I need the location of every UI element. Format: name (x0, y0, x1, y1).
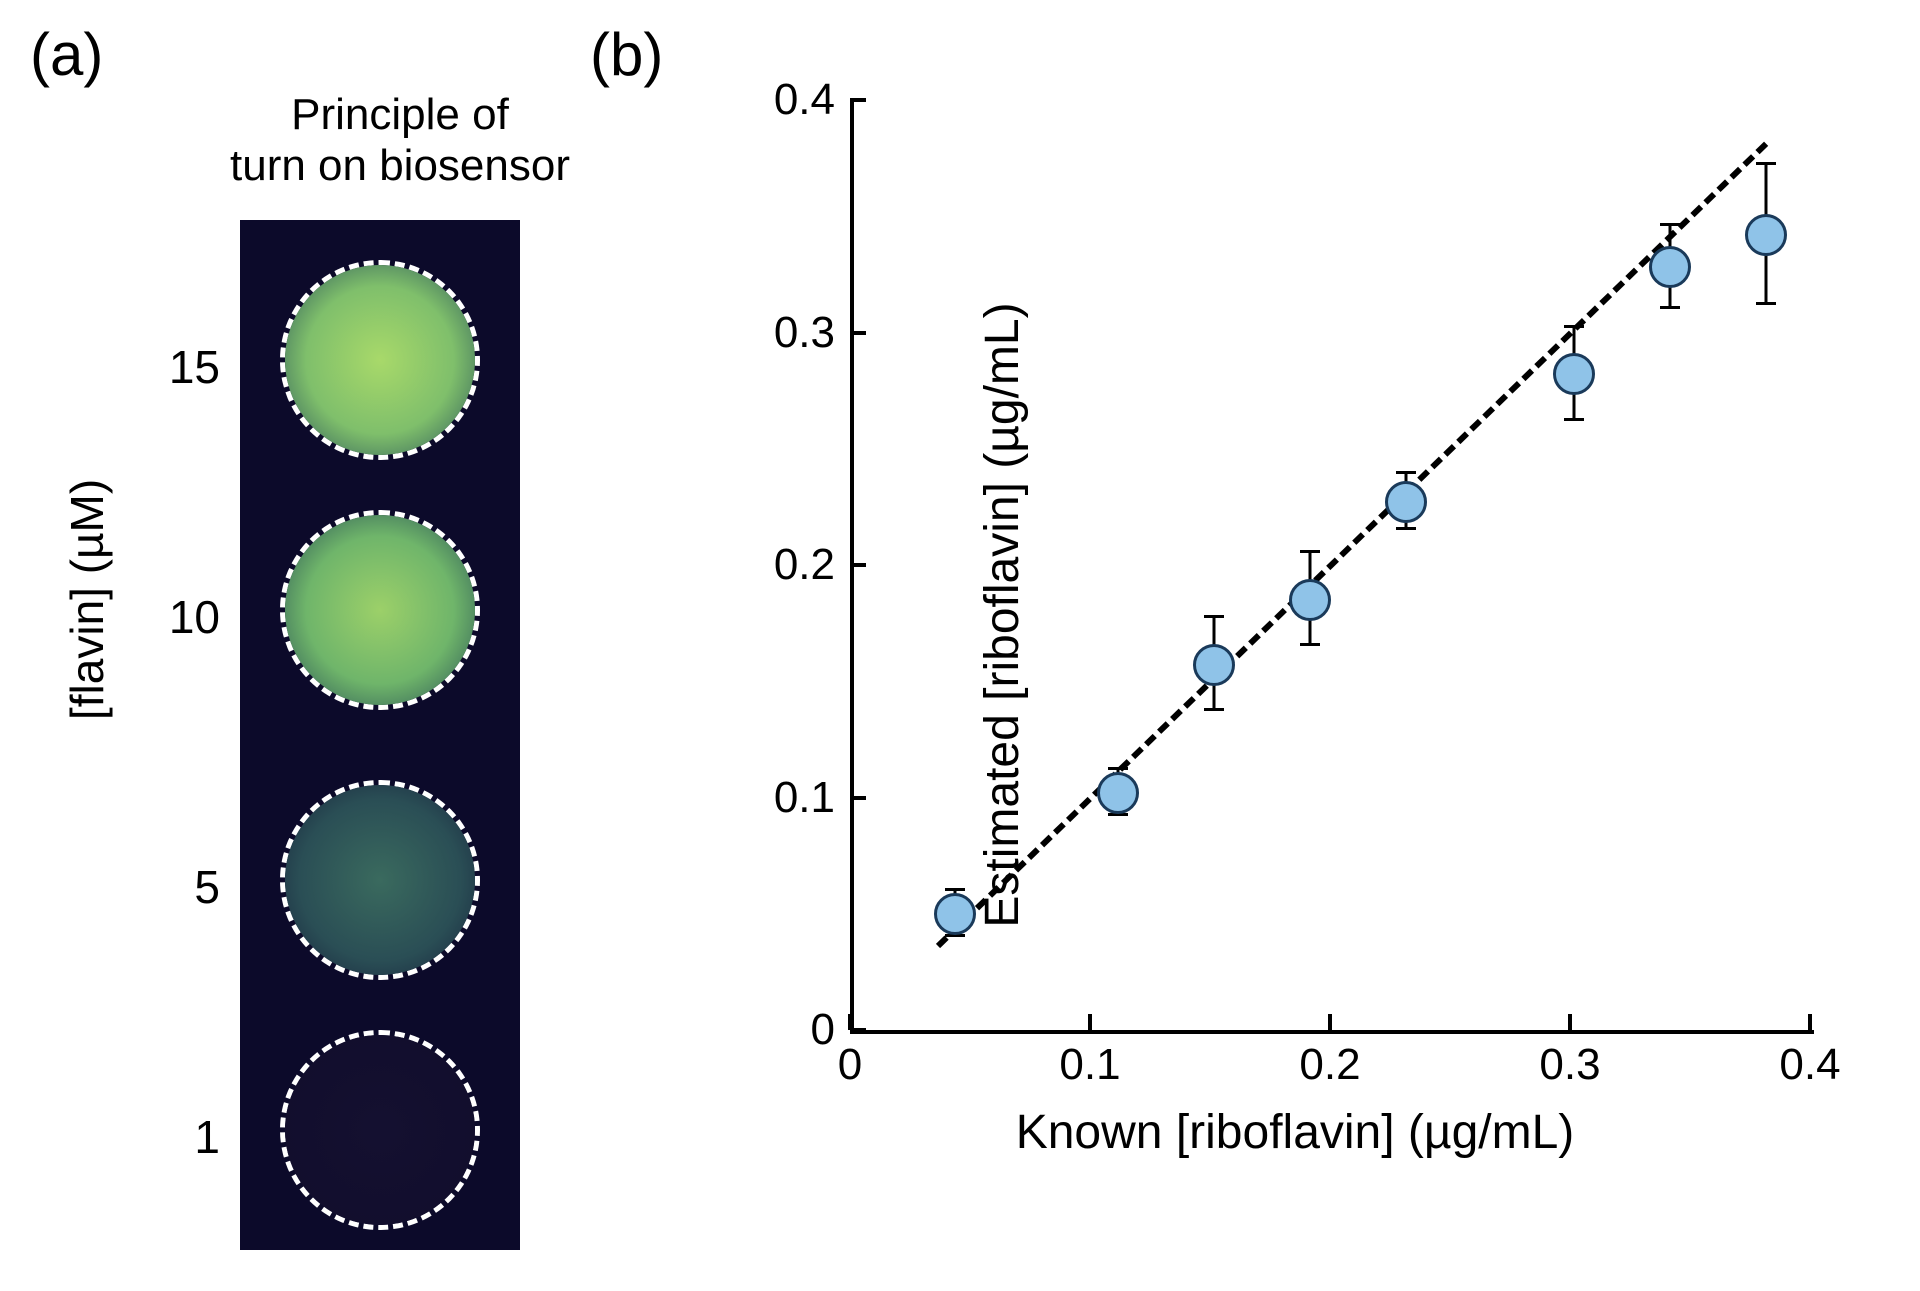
well-fill (285, 1035, 475, 1225)
panel-a-title-line1: Principle of (291, 90, 509, 139)
panel-a-ylabel: [flavin] (µM) (60, 479, 114, 720)
well-fill (285, 515, 475, 705)
xtick-label: 0.2 (1299, 1040, 1360, 1090)
ytick-mark (850, 796, 866, 800)
concentration-label: 5 (160, 860, 220, 914)
data-point (1097, 772, 1139, 814)
ytick-mark (850, 98, 866, 102)
figure-container: (a) Principle of turn on biosensor [flav… (20, 20, 1900, 1271)
xtick-mark (1328, 1014, 1332, 1030)
ytick-mark (850, 1028, 866, 1032)
xtick-label: 0 (838, 1040, 862, 1090)
error-cap (1300, 643, 1320, 646)
panel-a-title: Principle of turn on biosensor (220, 90, 580, 191)
error-cap (1756, 302, 1776, 305)
error-cap (1756, 162, 1776, 165)
concentration-label: 1 (160, 1110, 220, 1164)
xtick-mark (1568, 1014, 1572, 1030)
error-cap (1300, 550, 1320, 553)
biosensor-well (280, 510, 480, 710)
biosensor-well (280, 780, 480, 980)
ytick-label: 0.3 (755, 308, 835, 358)
error-cap (1396, 471, 1416, 474)
plot-area (850, 100, 1814, 1034)
well-fill (285, 265, 475, 455)
ytick-mark (850, 563, 866, 567)
error-cap (1204, 708, 1224, 711)
data-point (1289, 579, 1331, 621)
xtick-label: 0.1 (1059, 1040, 1120, 1090)
panel-a-title-line2: turn on biosensor (230, 141, 570, 190)
data-point (1553, 353, 1595, 395)
panel-a-label: (a) (30, 20, 103, 89)
concentration-label: 15 (160, 340, 220, 394)
error-cap (1204, 615, 1224, 618)
error-cap (1564, 418, 1584, 421)
xtick-mark (1808, 1014, 1812, 1030)
ytick-label: 0.2 (755, 540, 835, 590)
xtick-label: 0.4 (1779, 1040, 1840, 1090)
concentration-label: 10 (160, 590, 220, 644)
biosensor-well (280, 260, 480, 460)
data-point (1193, 644, 1235, 686)
data-point (1649, 246, 1691, 288)
well-fill (285, 785, 475, 975)
ytick-mark (850, 331, 866, 335)
data-point (934, 893, 976, 935)
scatter-chart: Estimated [riboflavin] (µg/mL) 00.10.20.… (750, 100, 1840, 1130)
ytick-label: 0.1 (755, 773, 835, 823)
ytick-label: 0 (755, 1005, 835, 1055)
trendline (936, 141, 1768, 947)
panel-b: (b) Estimated [riboflavin] (µg/mL) 00.10… (590, 20, 1900, 1271)
data-point (1385, 481, 1427, 523)
chart-xlabel: Known [riboflavin] (µg/mL) (750, 1105, 1840, 1160)
error-cap (1396, 527, 1416, 530)
panel-a: (a) Principle of turn on biosensor [flav… (20, 20, 590, 1271)
ytick-label: 0.4 (755, 75, 835, 125)
biosensor-well (280, 1030, 480, 1230)
xtick-mark (1088, 1014, 1092, 1030)
sensor-strip (240, 220, 520, 1250)
data-point (1745, 214, 1787, 256)
panel-b-label: (b) (590, 20, 663, 89)
error-cap (945, 888, 965, 891)
error-cap (1660, 306, 1680, 309)
xtick-label: 0.3 (1539, 1040, 1600, 1090)
